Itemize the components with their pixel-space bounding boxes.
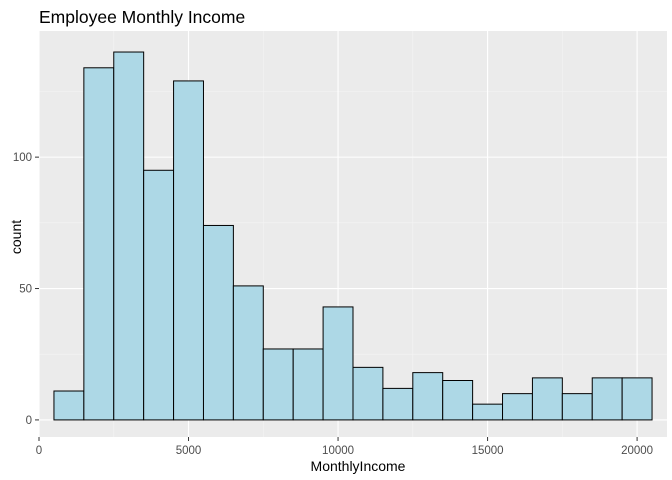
x-axis: 0 5000 10000 15000 20000 bbox=[36, 437, 653, 457]
histogram-bars bbox=[53, 51, 653, 421]
histogram-bar bbox=[83, 67, 115, 421]
y-tick-label: 50 bbox=[19, 284, 32, 296]
histogram-bar bbox=[472, 403, 504, 421]
histogram-bar bbox=[202, 224, 234, 421]
chart-title: Employee Monthly Income bbox=[39, 7, 245, 27]
histogram-bar bbox=[442, 380, 474, 421]
x-tick-label: 5000 bbox=[176, 445, 202, 457]
histogram-bar bbox=[143, 169, 175, 421]
histogram-bar bbox=[561, 393, 593, 421]
x-tick-label: 20000 bbox=[621, 445, 653, 457]
y-axis: 0 50 100 bbox=[13, 152, 39, 427]
x-tick-label: 10000 bbox=[322, 445, 354, 457]
histogram-bar bbox=[382, 387, 414, 421]
histogram-bar bbox=[412, 372, 444, 421]
y-axis-title: count bbox=[8, 220, 24, 254]
histogram-bar bbox=[113, 51, 145, 421]
histogram-bar bbox=[292, 348, 324, 421]
x-tick-label: 0 bbox=[36, 445, 42, 457]
histogram-bar bbox=[531, 377, 563, 421]
histogram-bar bbox=[262, 348, 294, 421]
histogram-bar bbox=[322, 306, 354, 421]
histogram-bar bbox=[352, 366, 384, 421]
histogram-bar bbox=[502, 393, 533, 421]
histogram-bar bbox=[53, 390, 85, 421]
histogram-bar bbox=[621, 377, 653, 421]
x-tick-label: 15000 bbox=[472, 445, 504, 457]
y-tick-label: 0 bbox=[26, 415, 32, 427]
x-axis-title: MonthlyIncome bbox=[311, 458, 406, 474]
histogram-bar bbox=[591, 377, 623, 421]
histogram-bar bbox=[173, 80, 204, 421]
histogram-bar bbox=[232, 285, 264, 421]
y-tick-label: 100 bbox=[13, 152, 32, 164]
